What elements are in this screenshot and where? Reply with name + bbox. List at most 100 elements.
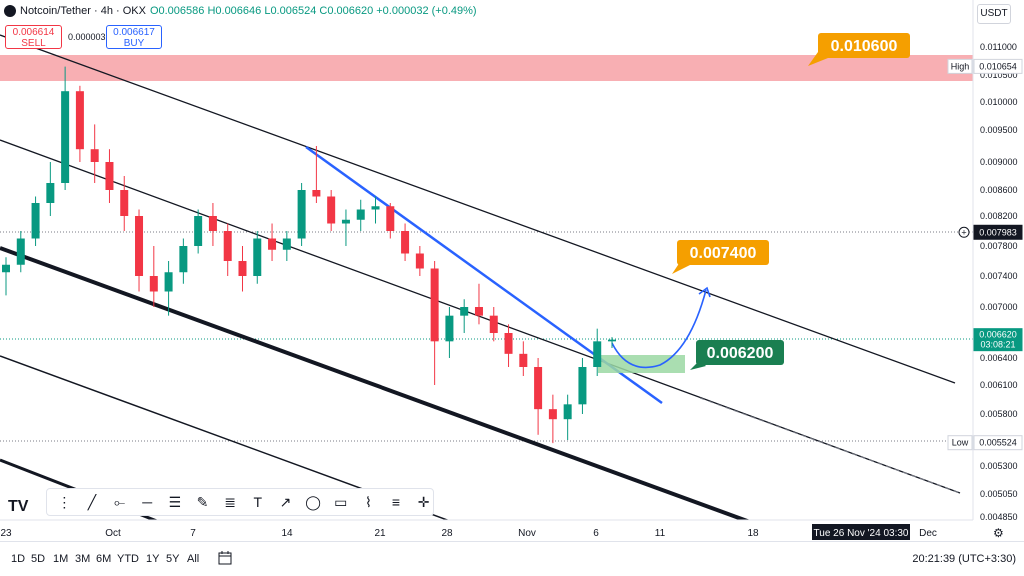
price-label-box [973, 58, 1023, 74]
buy-button[interactable]: 0.006617 BUY [106, 25, 162, 49]
callout-007400: 0.007400 [672, 240, 769, 274]
time-axis[interactable]: 23 Oct 7 14 21 28 Nov 6 11 18 Dec [0, 519, 973, 539]
brush-icon[interactable]: ✎ [196, 493, 209, 510]
channel-line-upper [0, 34, 956, 384]
horizontal-line-icon[interactable]: ─ [142, 494, 153, 510]
timeframe-5d[interactable]: 5D [31, 553, 46, 565]
candle-body [356, 209, 365, 220]
candle-body [386, 206, 395, 231]
candle-body [504, 333, 513, 354]
text-tool-icon[interactable]: T [253, 494, 263, 510]
y-tick-label: 0.009500 [980, 125, 1018, 135]
candle-body [90, 149, 99, 162]
price-tag-label: Low [952, 438, 969, 448]
x-tick-label: 28 [441, 528, 453, 539]
countdown-label: 03:08:21 [980, 340, 1015, 350]
price-chart[interactable]: 0.010600 0.007400 0.006200 0.011000 0.010… [0, 0, 1024, 541]
drag-handle-icon[interactable]: ⋮ [57, 493, 72, 510]
ellipse-tool-icon[interactable]: ◯ [305, 493, 321, 510]
candle-body [489, 315, 498, 333]
y-tick-label: 0.011000 [980, 42, 1017, 52]
candle-body [238, 261, 247, 276]
settings-lines-icon[interactable]: ≡ [391, 494, 401, 510]
timeframe-5y[interactable]: 5Y [166, 553, 180, 565]
buy-label: BUY [123, 38, 145, 49]
path-tool-icon[interactable]: ⌇ [364, 493, 372, 510]
buy-price: 0.006617 [113, 27, 155, 38]
y-tick-label: 0.005800 [980, 409, 1018, 419]
arrow-tool-icon[interactable]: ↗ [279, 493, 292, 510]
timeframe-6m[interactable]: 6M [96, 553, 112, 565]
fib-tool-icon[interactable]: ≣ [224, 493, 237, 510]
y-tick-label: 0.005050 [980, 489, 1018, 499]
candle-body [223, 231, 232, 261]
candle-body [2, 264, 10, 273]
candle-body [253, 238, 262, 276]
candle-body [445, 315, 454, 342]
x-tick-label: 18 [747, 528, 759, 539]
candle-body [61, 91, 70, 183]
target-zone [598, 355, 685, 373]
horizontal-ray-icon[interactable]: ⟜ [114, 493, 126, 510]
timeframe-1m[interactable]: 1M [53, 553, 69, 565]
x-tick-label: Oct [105, 528, 121, 539]
y-tick-label: 0.008600 [980, 185, 1018, 195]
timeframe-1y[interactable]: 1Y [146, 553, 160, 565]
price-tag-label: High [951, 61, 970, 71]
price-label-value: 0.007983 [979, 227, 1017, 237]
y-tick-label: 0.009000 [980, 157, 1018, 167]
sell-button[interactable]: 0.006614 SELL [5, 25, 62, 49]
y-tick-label: 0.005300 [980, 461, 1018, 471]
price-tag-box [947, 58, 973, 74]
candle-body [341, 219, 350, 224]
candle-body [415, 253, 424, 269]
candle-body [194, 216, 203, 246]
candle-body [327, 196, 336, 224]
x-tick-label: 21 [374, 528, 386, 539]
crosshair-icon[interactable]: ✛ [417, 493, 430, 510]
candle-body [16, 238, 25, 265]
candle-body [120, 190, 129, 216]
candle-body [46, 183, 55, 203]
notcoin-logo-icon [4, 5, 16, 17]
currency-selector[interactable]: USDT [977, 4, 1011, 24]
y-tick-label: 0.008200 [980, 211, 1018, 221]
candle-body [460, 307, 469, 316]
price-label-box [973, 435, 1023, 451]
sell-price: 0.006614 [12, 27, 55, 38]
drawing-toolbar: ⋮ ╱ ⟜ ─ ☰ ✎ ≣ T ↗ ◯ ▭ ⌇ ≡ ✛ [46, 488, 434, 516]
candle-body [548, 409, 557, 420]
candle-body [474, 307, 483, 316]
y-tick-label: 0.006100 [980, 380, 1018, 390]
y-tick-label: 0.007000 [980, 302, 1018, 312]
calendar-icon[interactable] [218, 551, 232, 565]
timeframe-1d[interactable]: 1D [11, 553, 26, 565]
candle-body [164, 272, 173, 292]
symbol-title[interactable]: Notcoin/Tether · 4h · OKX [20, 5, 146, 17]
candle-body [208, 216, 217, 231]
axis-settings-gear-icon[interactable]: ⚙ [993, 526, 1004, 540]
timeframe-ytd[interactable]: YTD [117, 553, 139, 565]
resistance-zone [0, 55, 973, 81]
candle-body [297, 190, 306, 239]
callout-010600-text: 0.010600 [831, 38, 898, 55]
candle-body [430, 268, 439, 342]
price-tag-box [947, 435, 973, 451]
price-label-box [973, 224, 1023, 240]
rectangle-tool-icon[interactable]: ▭ [334, 493, 348, 510]
timeframe-3m[interactable]: 3M [75, 553, 91, 565]
candle-body [401, 231, 410, 254]
price-label-value: 0.010654 [979, 61, 1017, 71]
y-tick-label: 0.004850 [980, 512, 1018, 522]
parallel-channel-icon[interactable]: ☰ [168, 493, 182, 510]
timeframe-all[interactable]: All [187, 553, 200, 565]
x-tick-label: 11 [655, 528, 666, 539]
candle-body [608, 339, 616, 342]
callout-006200: 0.006200 [690, 340, 784, 370]
candle-body [593, 341, 602, 367]
y-tick-label: 0.007400 [980, 271, 1018, 281]
price-label-value: 0.006620 [979, 330, 1017, 340]
plus-circle-icon[interactable] [958, 226, 970, 238]
candle-body [179, 246, 188, 273]
trendline-tool-icon[interactable]: ╱ [87, 493, 97, 510]
